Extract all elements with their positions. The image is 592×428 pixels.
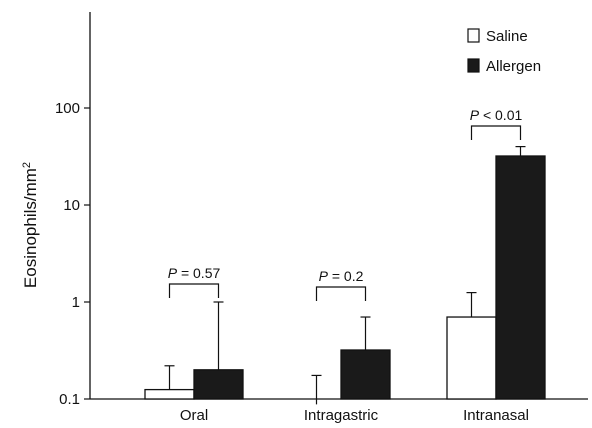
legend-label-saline: Saline <box>486 28 528 45</box>
y-tick-label-0: 0.1 <box>59 391 80 408</box>
p-value-symbol-1: P <box>319 268 329 284</box>
p-value-symbol-0: P <box>168 265 178 281</box>
y-axis-label-main: Eosinophils/mm <box>21 168 40 288</box>
legend-swatch-allergen <box>467 58 480 73</box>
y-axis-label-superscript: 2 <box>21 162 33 168</box>
bar-allergen-intragastric <box>340 349 391 400</box>
p-value-text-0: = 0.57 <box>177 265 220 281</box>
p-value-bracket-1 <box>315 286 367 301</box>
y-tick-label-2: 10 <box>63 197 80 214</box>
y-tick-label-3: 100 <box>55 100 80 117</box>
y-tick-label-1: 1 <box>72 294 80 311</box>
p-value-label-0: P = 0.57 <box>168 265 221 281</box>
legend: Saline Allergen <box>467 28 541 75</box>
p-value-bracket-2 <box>470 125 522 140</box>
bars <box>144 146 546 405</box>
legend-swatch-saline <box>467 28 480 43</box>
legend-label-allergen: Allergen <box>486 58 541 75</box>
p-value-label-2: P < 0.01 <box>470 107 523 123</box>
p-value-label-1: P = 0.2 <box>319 268 364 284</box>
x-category-label-0: Oral <box>180 407 208 424</box>
bar-saline-oral <box>144 388 195 400</box>
x-category-label-1: Intragastric <box>304 407 379 424</box>
bar-allergen-oral <box>193 369 244 400</box>
p-value-symbol-2: P <box>470 107 480 123</box>
y-axis-label: Eosinophils/mm2 <box>21 162 40 288</box>
p-value-bracket-0 <box>168 283 220 298</box>
bar-allergen-intranasal <box>495 155 546 400</box>
p-value-text-1: = 0.2 <box>328 268 364 284</box>
p-value-annotations: P = 0.57 P = 0.2P < 0.01 <box>168 107 523 301</box>
p-value-text-2: < 0.01 <box>479 107 522 123</box>
x-category-label-2: Intranasal <box>463 407 529 424</box>
bar-saline-intranasal <box>446 316 497 400</box>
